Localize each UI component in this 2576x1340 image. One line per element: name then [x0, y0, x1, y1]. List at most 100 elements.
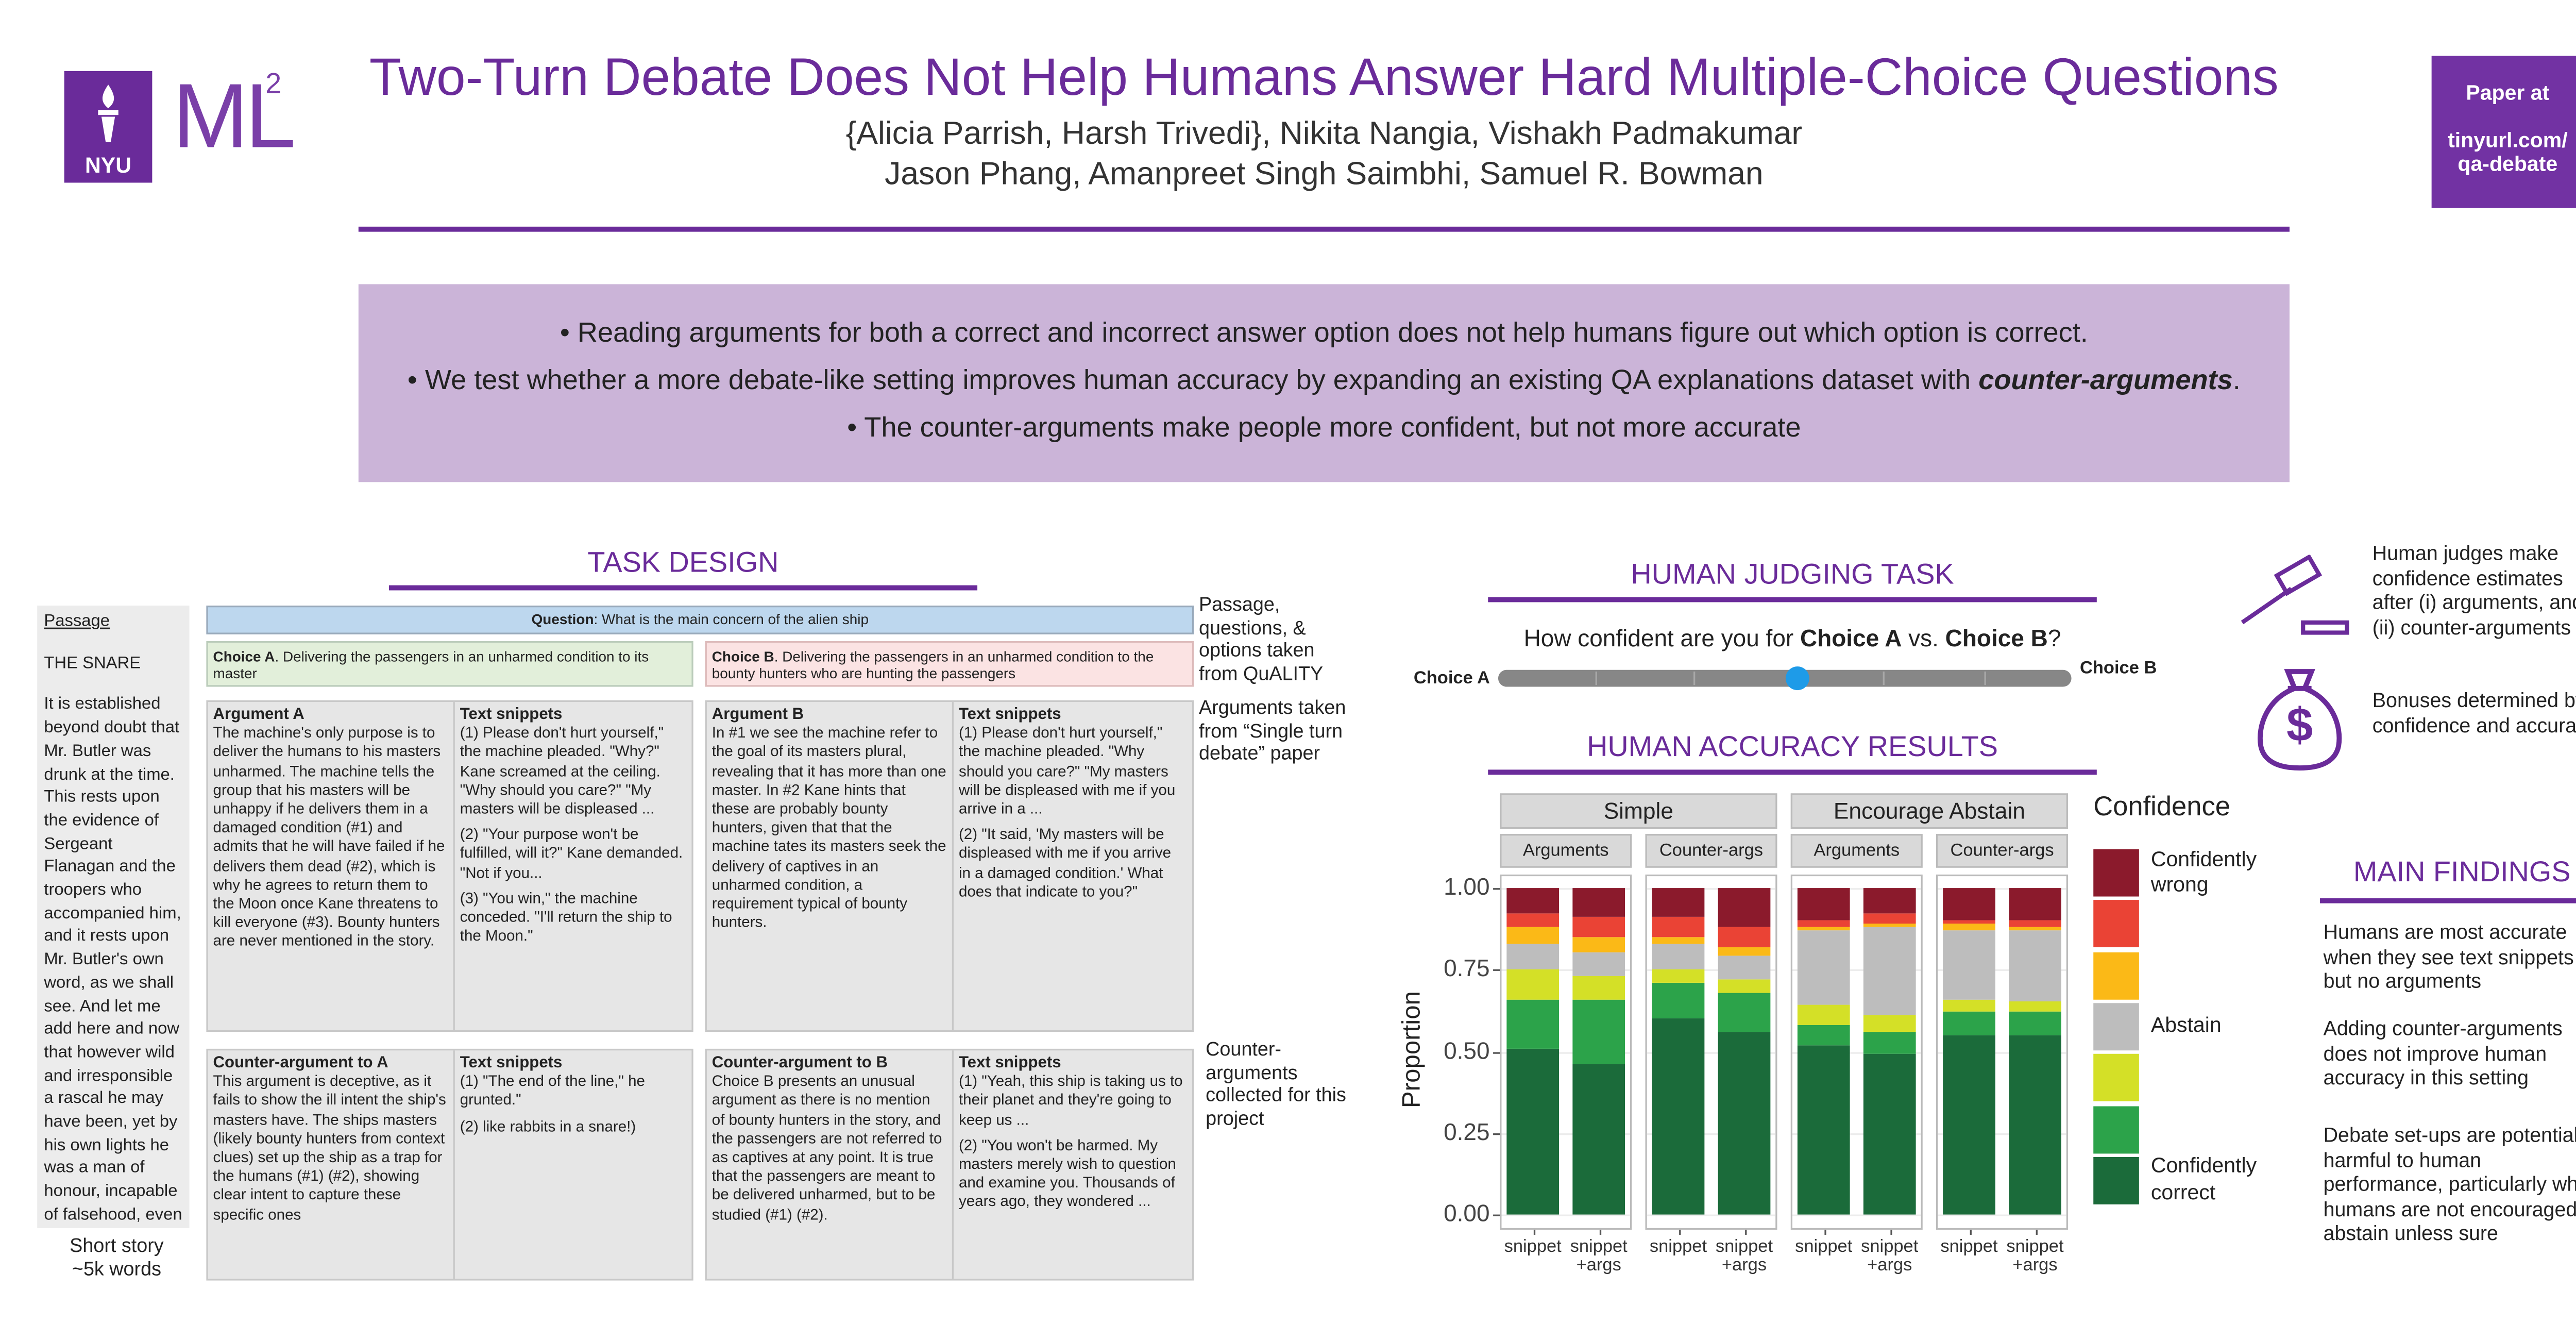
- side-note: Counter-arguments collected for this pro…: [1206, 1040, 1346, 1129]
- text: Choice A: [1800, 624, 1902, 651]
- x-tick-label: snippet +args: [1570, 1236, 1628, 1276]
- bar-segment: [2009, 927, 2061, 930]
- passage-label: Passage: [44, 612, 110, 631]
- nyu-logo: NYU: [64, 71, 152, 183]
- paper-link-text: Paper at: [2466, 81, 2550, 105]
- bar-segment: [1797, 887, 1850, 920]
- bar-segment: [1943, 887, 1995, 920]
- bar-segment: [1506, 969, 1560, 999]
- bar-segment: [1797, 1045, 1850, 1215]
- bar-segment: [1572, 953, 1625, 976]
- paper-link-text[interactable]: qa-debate: [2458, 152, 2558, 176]
- paper-link-text[interactable]: tinyurl.com/: [2448, 128, 2568, 153]
- x-tick-label: snippet: [1649, 1236, 1707, 1257]
- x-tick-label: snippet: [1940, 1236, 1998, 1257]
- bar-segment: [2009, 1035, 2061, 1215]
- bar-segment: [1863, 1054, 1916, 1215]
- bar-segment: [1506, 914, 1560, 927]
- argument-box: Argument A The machine's only purpose is …: [206, 700, 693, 1032]
- passage-title: THE SNARE: [44, 654, 141, 673]
- snippet-text: (1) Please don't hurt yourself," the mac…: [460, 724, 664, 817]
- bar-segment: [1943, 930, 1995, 999]
- section-rule: [1488, 769, 2097, 774]
- summary-box: • Reading arguments for both a correct a…: [358, 284, 2290, 482]
- section-rule: [388, 585, 978, 590]
- bar-segment: [1572, 917, 1625, 937]
- text: • The counter-arguments make people more…: [847, 412, 1801, 443]
- bar-segment: [1506, 887, 1560, 914]
- grid-line: [1501, 1215, 1630, 1217]
- bar-segment: [1797, 920, 1850, 927]
- argument-column: Argument A The machine's only purpose is …: [208, 706, 453, 952]
- bar-segment: [1718, 1031, 1771, 1215]
- snippet-text: (2) "You won't be harmed. My masters mer…: [958, 1136, 1176, 1211]
- text: Choice B: [1945, 624, 2048, 651]
- argument-heading: Argument A: [213, 705, 304, 724]
- grid-line: [1938, 1133, 2066, 1135]
- facet-strip: Encourage Abstain: [1790, 793, 2069, 829]
- grid-line: [1792, 887, 1921, 890]
- section-title: TASK DESIGN: [587, 546, 779, 579]
- grid-line: [1501, 969, 1630, 971]
- grid-line: [1647, 1051, 1776, 1053]
- bar-segment: [2009, 887, 2061, 920]
- lab-logo-sup: 2: [265, 68, 282, 100]
- section-title: MAIN FINDINGS: [2353, 856, 2571, 889]
- legend-swatch: [2093, 1002, 2139, 1050]
- choice-text: . Delivering the passengers in an unharm…: [711, 648, 1154, 682]
- bar-segment: [1797, 930, 1850, 1006]
- panel-strip: Arguments: [1500, 834, 1632, 868]
- bar-segment: [1943, 999, 1995, 1012]
- authors: {Alicia Parrish, Harsh Trivedi}, Nikita …: [845, 116, 1803, 153]
- argument-heading: Argument B: [711, 705, 804, 724]
- y-tick-label: 0.50: [1444, 1036, 1490, 1063]
- x-tick-mark: [1969, 1230, 1971, 1235]
- header-rule: [358, 226, 2290, 231]
- bar-segment: [1718, 956, 1771, 980]
- snippet-column: Text snippets (1) "Yeah, this ship is tak…: [952, 1050, 1192, 1279]
- y-tick-mark: [1493, 1051, 1500, 1053]
- x-tick-label: snippet +args: [1861, 1236, 1919, 1276]
- summary-bullet: • The counter-arguments make people more…: [359, 413, 2290, 445]
- bar-segment: [1506, 927, 1560, 944]
- text: • We test whether a more debate-like set…: [407, 365, 1979, 396]
- title: Two-Turn Debate Does Not Help Humans Ans…: [369, 47, 2279, 107]
- choice-label: Choice B: [711, 648, 774, 665]
- grid-line: [1647, 887, 1776, 890]
- argument-box: Counter-argument to A This argument is de…: [206, 1048, 693, 1281]
- passage-text: It is established beyond doubt that Mr. …: [44, 696, 182, 1225]
- legend-swatch: [2093, 1157, 2139, 1204]
- facet-strip: Simple: [1500, 793, 1777, 829]
- bar-segment: [1652, 969, 1705, 983]
- money-bag-icon: [2258, 669, 2342, 770]
- choice-label: Choice A: [213, 648, 275, 665]
- x-tick-label: snippet +args: [1715, 1236, 1773, 1276]
- section-title: HUMAN ACCURACY RESULTS: [1587, 730, 1998, 763]
- x-tick-label: snippet +args: [2006, 1236, 2064, 1276]
- snippet-text: (1) "Yeah, this ship is taking us to the…: [958, 1073, 1183, 1128]
- bar-segment: [1943, 920, 1995, 924]
- choice-text: . Delivering the passengers in an unharm…: [213, 648, 649, 682]
- judging-question: How confident are you for Choice A vs. C…: [1454, 624, 2131, 651]
- snippet-text: (2) "It said, 'My masters will be disple…: [958, 826, 1172, 900]
- summary-bullet: • Reading arguments for both a correct a…: [359, 318, 2290, 350]
- y-tick-label: 0.25: [1444, 1118, 1490, 1145]
- grid-line: [1938, 1215, 2066, 1217]
- panel-strip: Counter-args: [1645, 834, 1777, 868]
- grid-line: [1501, 1133, 1630, 1135]
- section-rule: [1488, 597, 2097, 601]
- bar-segment: [1718, 946, 1771, 957]
- bar-segment: [1718, 887, 1771, 927]
- y-tick-mark: [1493, 969, 1500, 971]
- snippet-heading: Text snippets: [460, 1053, 563, 1073]
- bar-segment: [1506, 943, 1560, 970]
- legend-label: Abstain: [2150, 1013, 2222, 1037]
- legend-swatch: [2093, 900, 2139, 948]
- bar-segment: [1572, 999, 1625, 1065]
- gavel-icon: [2241, 555, 2349, 635]
- passage-footer: Short story ~5k words: [70, 1236, 164, 1281]
- bar-segment: [1797, 1005, 1850, 1026]
- slider-end-label: Choice A: [1413, 668, 1490, 689]
